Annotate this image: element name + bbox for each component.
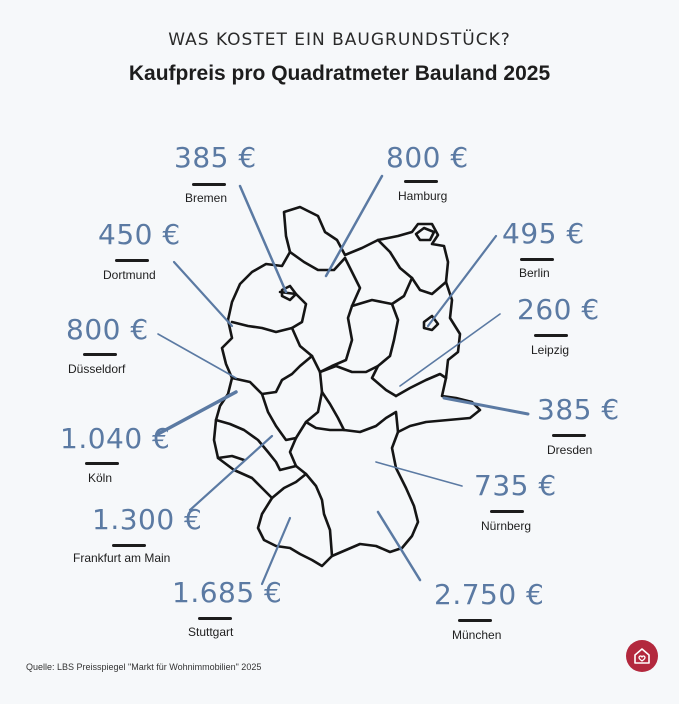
underline-duesseldorf [83, 353, 117, 356]
leader-koeln [156, 390, 238, 436]
price-dresden: 385 € [537, 393, 620, 426]
price-koeln: 1.040 € [60, 422, 171, 455]
leader-frankfurt [188, 434, 274, 512]
city-koeln: Köln [88, 471, 113, 485]
underline-berlin [520, 258, 554, 261]
city-hamburg: Hamburg [398, 189, 448, 203]
city-dortmund: Dortmund [103, 268, 156, 282]
underline-stuttgart [198, 617, 232, 620]
price-dortmund: 450 € [98, 218, 181, 251]
leader-hamburg [324, 174, 384, 278]
price-duesseldorf: 800 € [66, 313, 149, 346]
price-bremen: 385 € [174, 141, 257, 174]
underline-leipzig [534, 334, 568, 337]
leader-bremen [238, 184, 288, 294]
city-duesseldorf: Düsseldorf [68, 362, 126, 376]
city-stuttgart: Stuttgart [188, 625, 234, 639]
price-muenchen: 2.750 € [434, 578, 545, 611]
house-heart-icon [626, 640, 658, 672]
leader-dortmund [172, 260, 234, 328]
leader-stuttgart [260, 516, 292, 586]
underline-frankfurt [112, 544, 146, 547]
germany-outline [212, 205, 482, 568]
leader-lines [156, 174, 530, 586]
price-hamburg: 800 € [386, 141, 469, 174]
page-title: Kaufpreis pro Quadratmeter Bauland 2025 [128, 62, 551, 85]
city-nuernberg: Nürnberg [481, 519, 532, 533]
price-berlin: 495 € [502, 217, 585, 250]
leader-leipzig [399, 313, 501, 387]
underline-nuernberg [490, 510, 524, 513]
underline-muenchen [458, 619, 492, 622]
kicker-heading: WAS KOSTET EIN BAUGRUNDSTÜCK? [168, 30, 511, 50]
underline-bremen [192, 183, 226, 186]
price-nuernberg: 735 € [474, 469, 557, 502]
price-stuttgart: 1.685 € [172, 576, 283, 609]
leader-duesseldorf [157, 333, 237, 379]
state-borders [212, 205, 482, 568]
underline-dresden [552, 434, 586, 437]
city-berlin: Berlin [519, 266, 550, 280]
underline-dortmund [115, 259, 149, 262]
leader-nuernberg [375, 461, 463, 487]
city-bremen: Bremen [185, 191, 228, 205]
city-muenchen: München [452, 628, 502, 642]
price-frankfurt: 1.300 € [92, 503, 203, 536]
underline-hamburg [404, 180, 438, 183]
leader-dresden [442, 396, 530, 416]
price-leipzig: 260 € [517, 293, 600, 326]
city-frankfurt: Frankfurt am Main [73, 551, 171, 565]
leader-berlin [426, 234, 498, 328]
underline-koeln [85, 462, 119, 465]
city-leipzig: Leipzig [531, 343, 570, 357]
source-note: Quelle: LBS Preisspiegel "Markt für Wohn… [26, 662, 262, 672]
city-dresden: Dresden [547, 443, 593, 457]
leader-muenchen [376, 510, 422, 582]
